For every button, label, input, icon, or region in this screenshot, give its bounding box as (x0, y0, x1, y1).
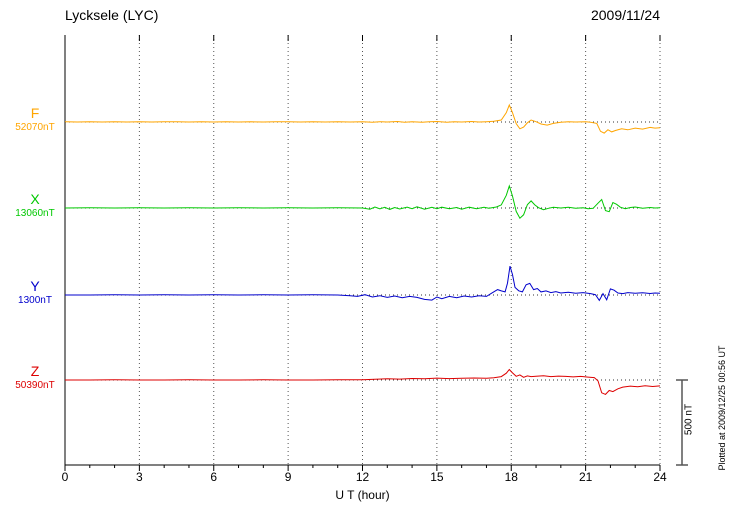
channel-baseline: 50390nT (15, 380, 55, 391)
x-tick-label: 21 (578, 470, 593, 484)
channel-label-X: X 13060nT (8, 191, 62, 220)
channel-name: F (30, 105, 40, 121)
x-tick-label: 18 (504, 470, 518, 484)
channel-name: Z (30, 363, 40, 379)
channel-baseline: 13060nT (15, 208, 55, 219)
channel-name: Y (30, 278, 40, 294)
trace-Z (65, 368, 661, 395)
trace-Y (65, 265, 661, 302)
channel-label-Z: Z 50390nT (8, 363, 62, 392)
channel-baseline: 52070nT (15, 122, 55, 133)
station-title: Lycksele (LYC) (65, 7, 159, 23)
x-tick-label: 9 (284, 470, 292, 484)
x-tick-label: 15 (430, 470, 444, 484)
x-tick-label: 0 (61, 470, 69, 484)
x-axis-label: U T (hour) (335, 488, 390, 502)
x-tick-label: 3 (136, 470, 143, 484)
trace-X (64, 184, 661, 220)
scale-bar-label: 500 nT (683, 403, 695, 436)
plot-date: 2009/11/24 (590, 7, 660, 23)
plotted-at-note: Plotted at 2009/12/25 00:56 UT (717, 345, 727, 471)
x-tick-label: 6 (210, 470, 218, 484)
x-tick-label: 12 (355, 470, 370, 484)
x-tick-label: 24 (653, 470, 667, 484)
trace-F (64, 103, 661, 134)
channel-label-Y: Y 1300nT (8, 278, 62, 307)
channel-label-F: F 52070nT (8, 105, 62, 134)
channel-baseline: 1300nT (18, 295, 52, 306)
channel-name: X (30, 191, 40, 207)
